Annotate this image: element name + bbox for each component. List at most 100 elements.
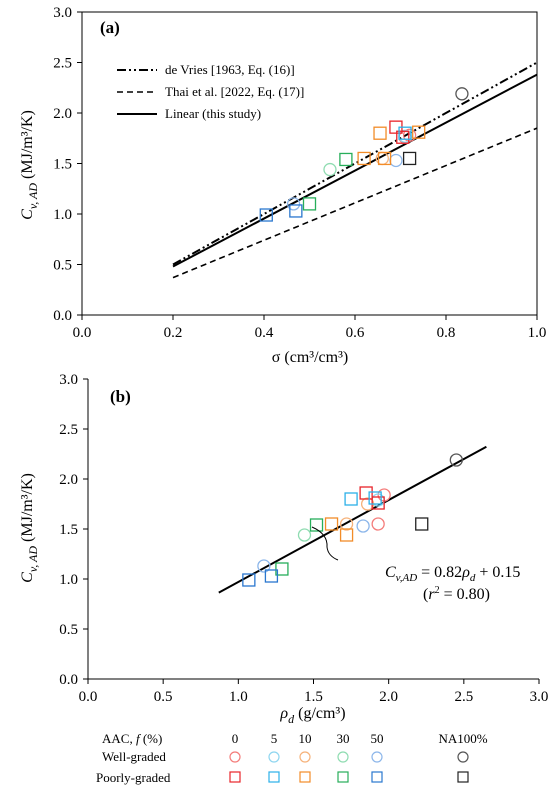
marker-legend: AAC, f (%) 0 5 10 30 50 NA100% Well-graded Po… — [96, 731, 488, 785]
fit-r2-sup: 2 — [435, 585, 440, 596]
line-thai-et-al — [172, 127, 538, 279]
panel-a-y-tick-label: 1.0 — [53, 207, 72, 223]
panel-b-y-axis-label: Cv, AD (MJ/m³/K) — [19, 473, 40, 583]
panel-b-x-tick-label: 2.5 — [454, 689, 473, 705]
fit-equation: Cv,AD = 0.82ρd + 0.15 — [385, 564, 520, 584]
marker-legend-title: AAC, f (%) — [102, 731, 162, 746]
panel-b-label: (b) — [110, 387, 131, 406]
marker-legend-row-well: Well-graded — [102, 749, 166, 764]
panel-b-point-well-graded — [297, 528, 312, 542]
panel-a-x-tick-label: 0.8 — [437, 325, 456, 341]
panel-a-y-label-main: C — [19, 209, 36, 220]
panel-a-point-poorly-graded — [402, 151, 417, 166]
panel-a-point-poorly-graded — [373, 126, 387, 140]
marker-legend-markers — [229, 751, 469, 783]
panel-b-x-label-sub: d — [288, 712, 295, 726]
panel-a-point-poorly-graded — [377, 151, 392, 166]
panel-a-point-well-graded — [286, 197, 301, 211]
panel-a-point-well-graded — [455, 87, 469, 101]
panel-a-plot-frame — [81, 11, 538, 316]
panel-a-lines — [172, 61, 538, 279]
panel-a-y-tick-label: 2.5 — [53, 56, 72, 72]
fit-equation-lhs-sub: v,AD — [396, 572, 418, 584]
legend-marker-poorly-graded — [457, 771, 469, 783]
panel-b-y-tick-label: 2.5 — [59, 422, 78, 438]
fit-r2-r: r — [428, 586, 435, 603]
marker-legend-column-label: 50 — [371, 731, 384, 746]
panel-b-axes: 0.0 0.5 1.0 1.5 2.0 2.5 3.0 0.0 0.5 1.0 1.5 2.0 2.5 3… — [59, 372, 548, 705]
legend-marker-poorly-graded — [229, 771, 241, 783]
marker-legend-title-prefix: AAC, — [102, 731, 136, 746]
panel-b-point-well-graded — [257, 559, 271, 573]
panel-b-point-poorly-graded — [275, 562, 289, 576]
panel-a-chart: 0.0 0.2 0.4 0.6 0.8 1.00.00.51.01.52.02.53.0 … — [19, 5, 546, 366]
marker-legend-column-label: 5 — [271, 731, 278, 746]
panel-a-point-well-graded — [323, 162, 337, 177]
marker-legend-title-suffix: (%) — [140, 731, 163, 746]
panel-b-point-poorly-graded — [415, 517, 429, 531]
panel-b-x-tick-label: 2.0 — [379, 689, 398, 705]
panel-a-legend: de Vries [1963, Eq. (16)] Thai et al. [2… — [117, 62, 304, 121]
fit-equation-mid: = 0.82 — [417, 564, 462, 581]
panel-b-x-tick-label: 0.0 — [79, 689, 98, 705]
panel-b-point-poorly-graded — [264, 569, 279, 583]
marker-legend-column-label: 0 — [232, 731, 239, 746]
panel-a-y-tick-label: 2.0 — [53, 106, 72, 122]
legend-marker-well-graded — [337, 751, 349, 763]
panel-b-point-poorly-graded — [368, 491, 382, 505]
fit-equation-rho: ρ — [461, 564, 470, 581]
panel-b-x-tick-label: 0.5 — [154, 689, 173, 705]
panel-b-point-poorly-graded — [324, 517, 339, 531]
panel-b-x-tick-label: 1.5 — [304, 689, 323, 705]
panel-a-point-poorly-graded — [412, 125, 426, 139]
panel-b-point-poorly-graded — [309, 518, 324, 532]
marker-legend-column-label: NA100% — [438, 731, 487, 746]
panel-a-point-poorly-graded — [289, 204, 303, 218]
panel-a-x-axis-label: σ (cm³/cm³) — [272, 349, 348, 366]
line-linear-fit — [172, 73, 538, 268]
panel-a-y-tick-label: 0.5 — [53, 258, 72, 274]
panel-b-point-poorly-graded — [242, 573, 256, 587]
panel-a-point-poorly-graded — [339, 152, 353, 167]
line-de-vries — [172, 61, 538, 266]
panel-b-points — [242, 453, 463, 587]
marker-legend-column-label: 30 — [337, 731, 350, 746]
panel-a-point-poorly-graded — [396, 130, 410, 144]
panel-b-point-well-graded — [339, 517, 354, 531]
panel-a-point-poorly-graded — [302, 197, 317, 211]
panel-a-y-label-sub: v, AD — [26, 183, 40, 210]
legend-marker-poorly-graded — [337, 771, 349, 783]
panel-a-axes: 0.0 0.2 0.4 0.6 0.8 1.0 0.0 0.5 1.0 1.5 2.0 2.5 3.0 — [53, 5, 546, 341]
equation-pointer — [311, 526, 339, 561]
panel-a-label: (a) — [100, 18, 120, 37]
legend-marker-well-graded — [268, 751, 280, 763]
marker-legend-title-f: f — [136, 731, 142, 746]
panel-a-y-tick-label: 1.5 — [53, 157, 72, 173]
legend-marker-poorly-graded — [299, 771, 311, 783]
panel-b-y-tick-label: 2.0 — [59, 472, 78, 488]
marker-legend-row-poor: Poorly-graded — [96, 770, 171, 785]
panel-a-point-poorly-graded — [259, 208, 273, 222]
legend-marker-well-graded — [457, 751, 469, 763]
panel-b-point-poorly-graded — [344, 492, 358, 506]
panel-b-point-poorly-graded — [371, 496, 385, 510]
fit-equation-lhs: C — [385, 564, 396, 581]
panel-b-y-tick-label: 3.0 — [59, 372, 78, 388]
panel-b-x-axis-label: ρd (g/cm³) — [279, 705, 345, 726]
panel-a-y-tick-label: 0.0 — [53, 308, 72, 324]
legend-marker-poorly-graded — [268, 771, 280, 783]
panel-b-x-label-main: ρ — [279, 705, 288, 722]
panel-b-point-poorly-graded — [359, 486, 373, 500]
panel-a-x-tick-label: 0.0 — [73, 325, 92, 341]
panel-b-point-well-graded — [371, 517, 385, 531]
panel-a-x-tick-label: 1.0 — [528, 325, 547, 341]
panel-a-x-tick-label: 0.4 — [255, 325, 274, 341]
panel-b-y-tick-label: 1.5 — [59, 522, 78, 538]
panel-b-y-label-sub: v, AD — [26, 546, 40, 573]
panel-b-y-tick-label: 1.0 — [59, 572, 78, 588]
legend-marker-poorly-graded — [371, 771, 383, 783]
panel-a-y-axis-label: Cv, AD (MJ/m³/K) — [19, 110, 40, 220]
panel-b-point-poorly-graded — [339, 528, 354, 542]
legend-label-thai: Thai et al. [2022, Eq. (17)] — [165, 84, 304, 99]
